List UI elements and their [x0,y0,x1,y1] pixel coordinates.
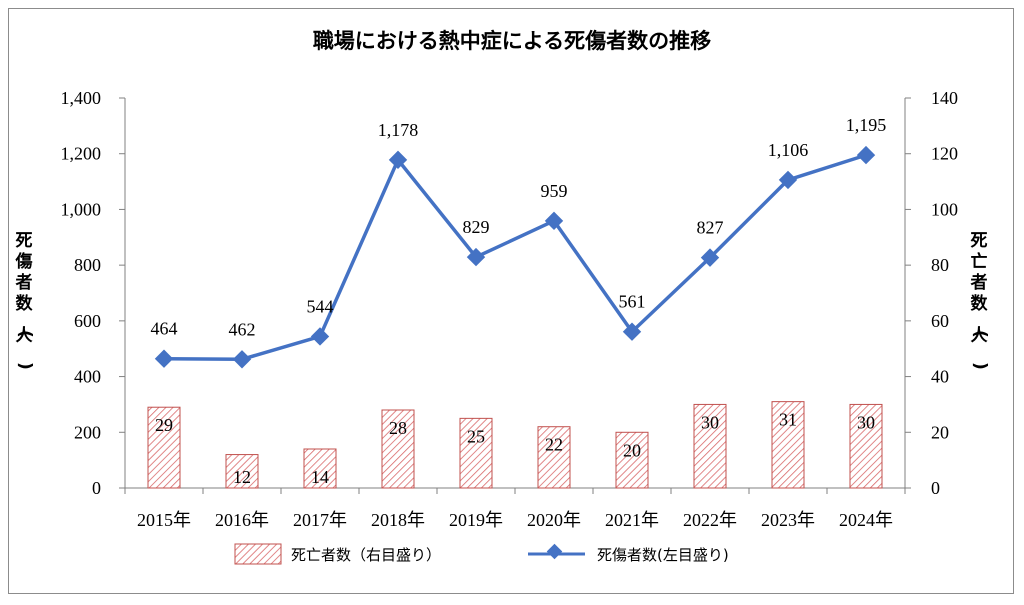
bar [225,454,259,489]
bar-data-label: 14 [311,467,329,487]
legend-label-deaths: 死亡者数（右目盛り） [291,546,441,564]
bar-data-label: 30 [701,412,719,432]
right-tick-label: 100 [931,199,958,219]
chart-title: 職場における熱中症による死傷者数の推移 [313,29,711,53]
line-marker [700,248,720,267]
line-data-label: 561 [619,292,646,312]
axes: 0 0 200 20 400 40 600 60 800 80 1,000 100 1,200 120 1,… [61,88,959,530]
line-data-label: 544 [307,296,334,316]
bar-data-label: 30 [857,412,875,432]
line-data-label: 462 [229,319,256,339]
line-marker [622,322,642,341]
bar [147,406,181,489]
right-tick-label: 0 [931,478,940,498]
bar [693,403,727,489]
x-tick-label: 2019年 [449,510,503,530]
x-tick-label: 2016年 [215,510,269,530]
line-data-label: 959 [541,181,568,201]
line-data-label: 1,178 [378,120,419,140]
line-data-label: 829 [463,217,490,237]
bar-data-label: 28 [389,418,407,438]
svg-text:死傷者数(人): 死傷者数(人) [15,231,36,370]
series-line [163,153,867,362]
right-tick-label: 120 [931,144,958,164]
bar-series-deaths [147,401,883,489]
line-data-label: 1,195 [846,115,887,135]
line-marker [544,211,564,231]
bar [303,448,337,489]
chart-frame [8,8,1014,594]
bar [615,431,649,489]
line-marker [232,350,252,369]
x-tick-label: 2023年 [761,510,815,530]
left-tick-label: 1,200 [61,144,102,164]
line-data-label: 1,106 [768,140,809,160]
bar-data-label: 25 [467,426,485,446]
bar-data-label: 12 [233,467,251,487]
x-tick-label: 2021年 [605,510,659,530]
left-tick-label: 1,400 [61,88,102,108]
left-tick-label: 200 [74,422,101,442]
line-marker [778,170,798,190]
left-tick-label: 800 [74,255,101,275]
left-axis-title: 死傷者数(人) [15,231,36,370]
legend-swatch-deaths [234,543,282,565]
line-marker [856,145,876,165]
left-tick-label: 0 [92,478,101,498]
bar-data-label: 20 [623,440,641,460]
x-tick-label: 2017年 [293,510,347,530]
line-marker [154,349,174,368]
line-series-casualties [154,145,876,369]
x-tick-label: 2020年 [527,510,581,530]
data-labels: 464 462 544 1,178 829 959 561 827 1,106 1,195 29 12… [151,115,887,487]
line-marker [388,150,408,170]
bar [849,403,883,489]
right-axis-title: 死亡者数(人) [970,231,991,370]
legend-label-casualties: 死傷者数(左目盛り) [597,546,729,564]
x-tick-label: 2015年 [137,510,191,530]
right-tick-label: 60 [931,311,949,331]
bar [381,409,415,489]
bar [771,401,805,489]
right-tick-label: 20 [931,422,949,442]
line-data-label: 827 [697,218,724,238]
bar-data-label: 29 [155,415,173,435]
legend-swatch-casualties-marker [546,543,563,560]
svg-text:死亡者数(人): 死亡者数(人) [970,231,991,370]
x-tick-label: 2022年 [683,510,737,530]
bar [537,426,571,489]
line-marker [310,327,330,346]
x-tick-label: 2024年 [839,510,893,530]
right-tick-label: 80 [931,255,949,275]
left-tick-label: 400 [74,367,101,387]
left-tick-label: 600 [74,311,101,331]
bar [459,417,493,489]
right-tick-label: 140 [931,88,958,108]
legend: 死亡者数（右目盛り） 死傷者数(左目盛り) [234,543,729,565]
right-tick-label: 40 [931,367,949,387]
bar-data-label: 31 [779,410,797,430]
line-data-label: 464 [151,319,178,339]
bar-data-label: 22 [545,435,563,455]
x-tick-label: 2018年 [371,510,425,530]
left-tick-label: 1,000 [61,199,102,219]
